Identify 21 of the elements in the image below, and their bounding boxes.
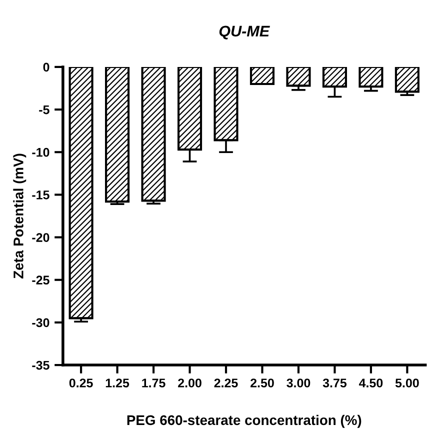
x-tick-label: 3.00	[286, 378, 310, 388]
chart-title: QU-ME	[219, 26, 270, 40]
y-tick-label: -30	[32, 318, 50, 328]
y-tick-label: -10	[32, 148, 50, 157]
x-axis-title: PEG 660-stearate concentration (%)	[127, 414, 362, 428]
x-tick-label: 2.25	[214, 378, 238, 388]
x-tick-label: 1.25	[106, 378, 130, 388]
x-tick-label: 0.25	[69, 378, 93, 388]
x-tick-label: 3.75	[322, 378, 347, 388]
x-tick-label: 2.00	[178, 378, 202, 388]
y-tick-label: -25	[32, 276, 50, 285]
y-tick-label: -35	[32, 360, 50, 370]
x-tick-label: 4.50	[358, 378, 383, 388]
y-tick-label: -5	[39, 105, 50, 114]
x-tick-label: 2.50	[250, 378, 274, 388]
y-tick-label: 0	[43, 62, 50, 72]
x-tick-label: 1.75	[142, 378, 166, 388]
x-tick-label: 5.00	[395, 378, 419, 388]
y-tick-label: -15	[32, 190, 50, 200]
y-axis-title: Zeta Potential (mV)	[13, 154, 26, 278]
y-tick-label: -20	[32, 233, 50, 242]
